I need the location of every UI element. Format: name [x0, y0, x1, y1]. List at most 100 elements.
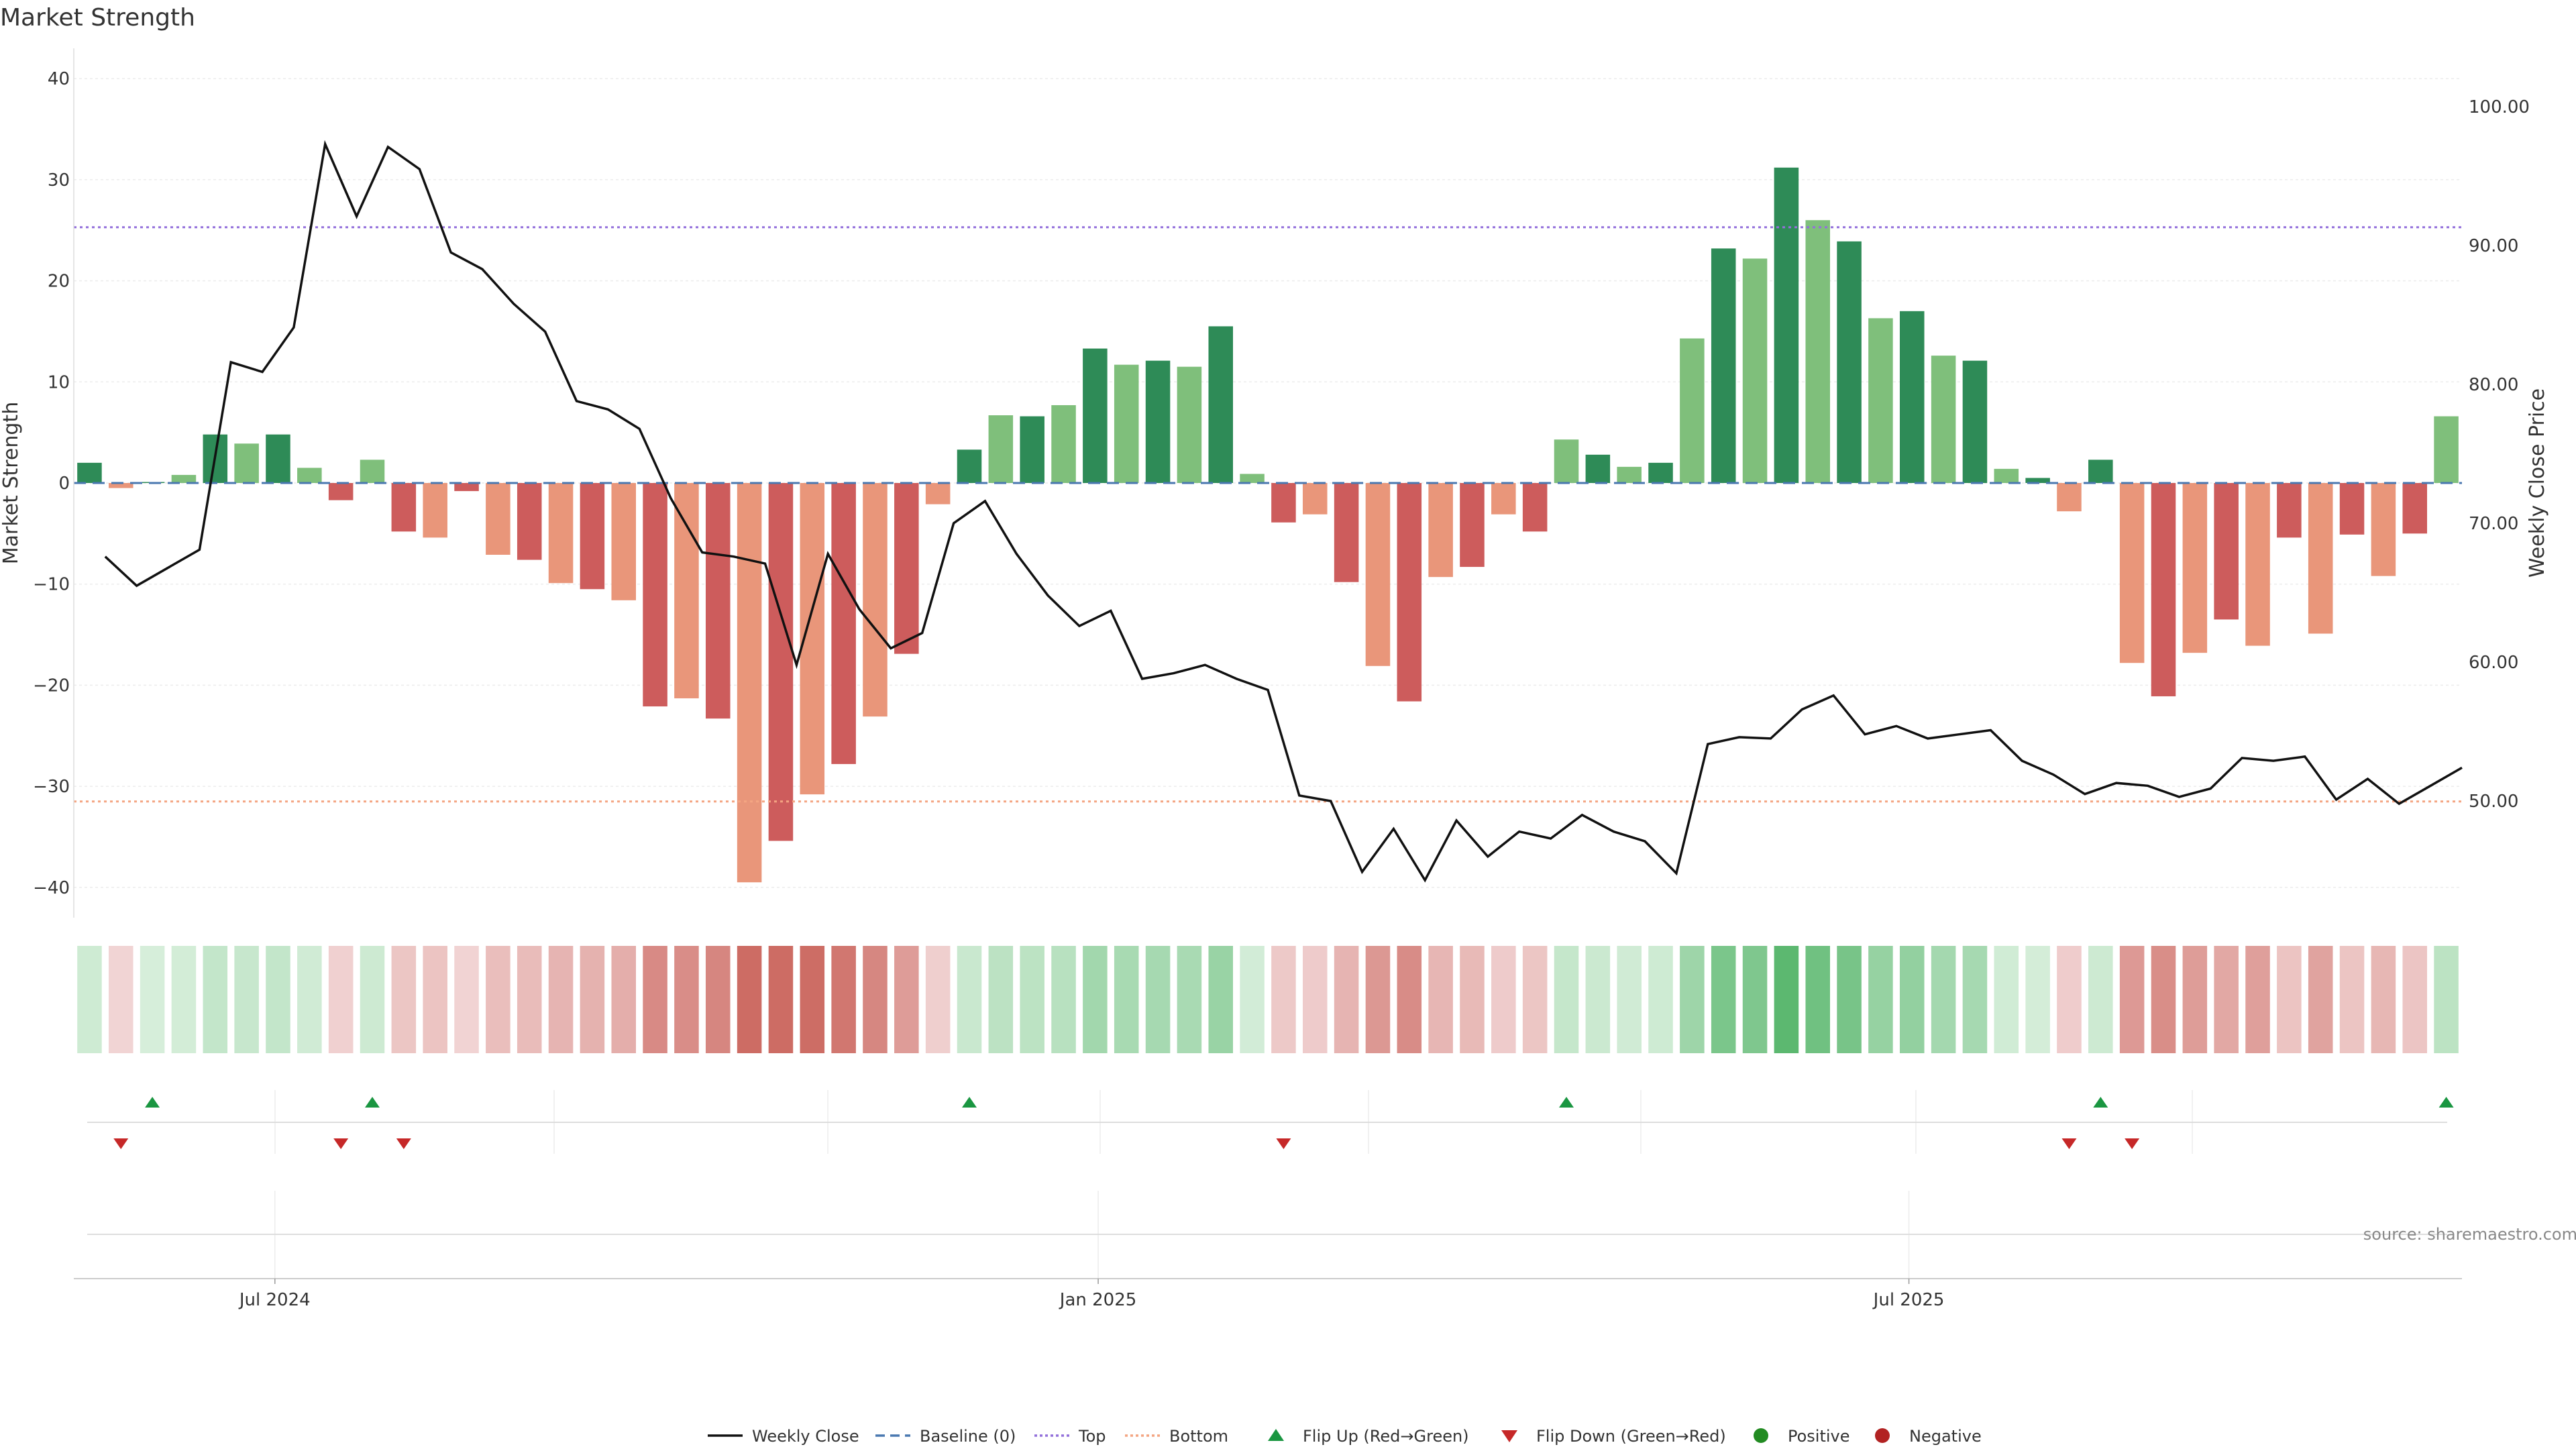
heat-cell	[1460, 946, 1485, 1053]
positive-bar	[1145, 360, 1171, 483]
legend-label: Baseline (0)	[920, 1427, 1016, 1446]
positive-bar	[1177, 366, 1202, 483]
negative-bar	[2277, 483, 2302, 538]
heat-cell	[2057, 946, 2082, 1053]
heat-cell	[517, 946, 542, 1053]
heat-cell	[454, 946, 479, 1053]
heat-cell	[1302, 946, 1328, 1053]
positive-bar	[2088, 460, 2113, 483]
negative-bar	[611, 483, 637, 600]
heat-cell	[234, 946, 259, 1053]
heat-cell	[2245, 946, 2270, 1053]
negative-bar	[1460, 483, 1485, 568]
positive-bar	[1774, 167, 1799, 484]
heat-cell	[643, 946, 667, 1053]
negative-bar	[423, 483, 447, 538]
positive-bar	[1680, 338, 1705, 483]
negative-bar	[517, 483, 542, 560]
positive-bar	[1240, 474, 1265, 483]
heat-cell	[768, 946, 794, 1053]
heat-cell	[1365, 946, 1391, 1053]
negative-bar	[2371, 483, 2396, 576]
legend-weekly-close: Weekly Close	[708, 1427, 859, 1446]
heat-strip	[77, 946, 2459, 1053]
heat-cell	[1051, 946, 1076, 1053]
negative-bar	[894, 483, 919, 654]
heat-cell	[77, 946, 102, 1053]
heat-cell	[831, 946, 856, 1053]
heat-cell	[2371, 946, 2396, 1053]
negative-bar	[1491, 483, 1516, 515]
heat-cell	[1334, 946, 1359, 1053]
negative-bar	[2402, 483, 2428, 534]
heat-cell	[957, 946, 982, 1053]
positive-bar	[1994, 468, 2019, 483]
negative-bar	[643, 483, 667, 707]
heat-cell	[1711, 946, 1736, 1053]
positive-bar	[1899, 311, 1925, 483]
positive-bar	[2434, 416, 2459, 483]
flip-up-marker	[145, 1097, 160, 1108]
heat-cell	[360, 946, 385, 1053]
heat-cell	[391, 946, 417, 1053]
positive-bar	[1648, 462, 1673, 483]
legend-flip-down: Flip Down (Green→Red)	[1501, 1427, 1726, 1446]
heat-cell	[863, 946, 888, 1053]
legend-flip-up: Flip Up (Red→Green)	[1268, 1427, 1469, 1446]
positive-bar	[1020, 416, 1044, 483]
positive-bar	[1051, 405, 1076, 483]
legend-swatch	[1268, 1429, 1284, 1441]
left-tick-label: 40	[48, 69, 70, 89]
heat-cell	[423, 946, 447, 1053]
heat-cell	[1491, 946, 1516, 1053]
positive-bar	[77, 462, 102, 483]
heat-cell	[1931, 946, 1956, 1053]
positive-bar	[266, 434, 290, 483]
heat-cell	[2308, 946, 2333, 1053]
left-tick-label: 30	[48, 170, 70, 191]
legend-swatch	[1875, 1428, 1890, 1443]
left-tick-label: −30	[33, 777, 70, 797]
flip-up-marker	[365, 1097, 380, 1108]
flip-down-marker	[333, 1138, 349, 1149]
legend-label: Bottom	[1169, 1427, 1228, 1446]
heat-cell	[1962, 946, 1988, 1053]
heat-cell	[611, 946, 637, 1053]
heat-cell	[580, 946, 605, 1053]
negative-bar	[831, 483, 856, 764]
positive-bar	[1114, 364, 1139, 483]
heat-cell	[1114, 946, 1139, 1053]
heat-cell	[2025, 946, 2050, 1053]
legend-top: Top	[1034, 1427, 1106, 1446]
x-tick-label: Jul 2025	[1872, 1290, 1945, 1310]
flip-panel	[87, 1090, 2454, 1154]
heat-cell	[1397, 946, 1422, 1053]
heat-cell	[737, 946, 762, 1053]
legend-swatch	[1501, 1430, 1517, 1442]
negative-bar	[925, 483, 951, 504]
legend-label: Weekly Close	[752, 1427, 859, 1446]
heat-cell	[1208, 946, 1234, 1053]
positive-bar	[1962, 360, 1988, 483]
heat-cell	[1554, 946, 1579, 1053]
heat-cell	[1617, 946, 1642, 1053]
heat-cell	[1428, 946, 1453, 1053]
flip-up-marker	[1559, 1097, 1574, 1108]
heat-cell	[297, 946, 322, 1053]
positive-bar	[1208, 326, 1234, 483]
heat-cell	[894, 946, 919, 1053]
heat-cell	[1899, 946, 1925, 1053]
heat-cell	[1020, 946, 1044, 1053]
positive-bar	[1742, 258, 1768, 483]
empty-panel	[87, 1191, 2447, 1278]
legend: Weekly Close Baseline (0) Top Bottom Flip Up…	[708, 1427, 1982, 1446]
legend-baseline: Baseline (0)	[875, 1427, 1016, 1446]
heat-cell	[2402, 946, 2428, 1053]
flip-down-marker	[2061, 1138, 2077, 1149]
heat-cell	[1742, 946, 1768, 1053]
x-tick-label: Jul 2024	[238, 1290, 311, 1310]
left-tick-label: −40	[33, 878, 70, 898]
heat-cell	[1994, 946, 2019, 1053]
negative-bar	[2182, 483, 2208, 653]
positive-bar	[234, 443, 259, 483]
